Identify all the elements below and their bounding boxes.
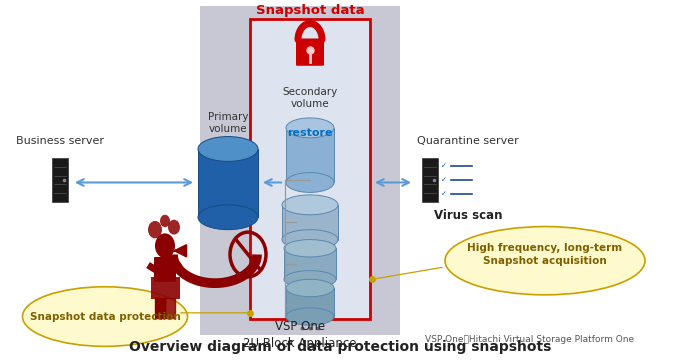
Bar (250, 19, 370, 319)
Ellipse shape (286, 118, 334, 138)
Text: Snapshot data protection: Snapshot data protection (30, 311, 180, 321)
Text: High frequency, long-term
Snapshot acquisition: High frequency, long-term Snapshot acqui… (467, 243, 623, 266)
Ellipse shape (282, 230, 338, 249)
Ellipse shape (286, 172, 334, 192)
Text: Primary
volume: Primary volume (208, 112, 248, 134)
Text: restore: restore (287, 128, 333, 138)
Ellipse shape (22, 287, 188, 346)
Text: Business server: Business server (16, 136, 104, 147)
Bar (284, 248, 336, 279)
Text: Overview diagram of data protection using snapshots: Overview diagram of data protection usin… (129, 340, 551, 354)
Ellipse shape (198, 205, 258, 230)
Text: Quarantine server: Quarantine server (417, 136, 519, 147)
Circle shape (160, 215, 170, 227)
Bar (286, 128, 334, 183)
FancyBboxPatch shape (296, 39, 324, 66)
Circle shape (155, 233, 175, 258)
Bar (422, 158, 438, 202)
Ellipse shape (445, 226, 645, 295)
Bar (282, 205, 338, 240)
Text: VSP One
2U Block Appliance: VSP One 2U Block Appliance (243, 320, 357, 350)
Bar (198, 149, 258, 217)
Text: Secondary
volume: Secondary volume (282, 87, 338, 109)
Ellipse shape (198, 136, 258, 161)
Bar (52, 158, 68, 202)
Ellipse shape (286, 308, 334, 325)
Circle shape (148, 221, 162, 238)
Text: Virus scan: Virus scan (434, 208, 503, 221)
Bar (286, 288, 334, 316)
Ellipse shape (284, 271, 336, 288)
Circle shape (168, 220, 180, 235)
Bar (200, 6, 400, 335)
Ellipse shape (284, 240, 336, 257)
Text: ✓: ✓ (441, 163, 447, 169)
Text: ✓: ✓ (441, 191, 447, 197)
Ellipse shape (282, 195, 338, 215)
Ellipse shape (286, 279, 334, 297)
Text: VSP One：Hitachi Virtual Storage Platform One: VSP One：Hitachi Virtual Storage Platform… (426, 335, 634, 344)
FancyBboxPatch shape (150, 278, 180, 298)
Text: ✓: ✓ (441, 177, 447, 183)
FancyBboxPatch shape (154, 257, 176, 282)
Text: Snapshot data: Snapshot data (256, 4, 364, 17)
